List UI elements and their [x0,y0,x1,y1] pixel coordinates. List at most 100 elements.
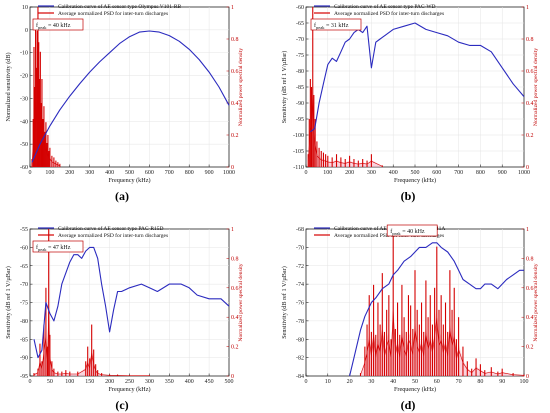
peak-label-main: f [314,22,316,29]
x-axis-label: Frequency (kHz) [108,386,150,393]
y-tick-label: -65 [296,21,304,27]
y2-tick-label: 0.6 [526,69,534,75]
y-tick-label: -110 [293,165,304,171]
x-tick-label: 400 [105,170,114,176]
peak-label: fpeak = 47 kHz [36,244,71,252]
legend-entry: Average normalized PSD for inter-turn di… [58,10,168,17]
y-tick-label: -55 [20,227,28,233]
legend-entry: Average normalized PSD for inter-turn di… [58,232,168,239]
x-tick-label: 600 [145,170,154,176]
x-tick-label: 500 [411,170,420,176]
y-tick-label: -90 [20,356,28,362]
y-tick-label: -85 [296,85,304,91]
y-tick-label: -70 [20,282,28,288]
psd-series-line [33,309,150,376]
x-axis-label: Frequency (kHz) [394,386,436,393]
chart-panel-d: 0 10 20 30 40 50 60 70 80 90 100-84-82-80-78-76-74… [281,224,539,412]
x-tick-label: 20 [347,379,353,385]
y-tick-label: -72 [296,264,304,270]
peak-label-box [32,240,84,253]
x-tick-label: 300 [367,170,376,176]
y2-tick-label: 0.6 [526,286,534,292]
y2-tick-label: 0.8 [231,37,239,43]
x-tick-label: 100 [65,379,74,385]
y-tick-label: -60 [20,165,28,171]
x-tick-label: 400 [389,170,398,176]
y2-tick-label: 0.2 [526,133,534,139]
peak-label: fpeak = 40 kHz [36,22,71,30]
y-tick-label: 10 [22,5,28,11]
x-tick-label: 500 [125,170,134,176]
psd-series-line [307,94,383,167]
chart-panel-b: 0 100 200 300 400 500 600 700 800 900 1000 -110 -105… [281,3,539,203]
x-tick-label: 500 [225,379,234,385]
y2-axis-label: Normalized power spectral density [533,48,539,126]
x-tick-label: 350 [165,379,174,385]
psd-series-line [360,311,525,376]
y2-axis-label: Normalized power spectral density [238,263,244,341]
y2-tick-label: 0.6 [231,69,239,75]
x-tick-label: 0 [29,379,32,385]
peak-label-main: f [36,22,38,29]
y-tick-label: -60 [296,5,304,11]
y-tick-label: -20 [20,74,28,80]
peak-label-rest: = 40 kHz [401,229,425,235]
x-tick-label: 700 [165,170,174,176]
x-tick-label: 40 [390,379,396,385]
y2-tick-label: 0.4 [526,315,534,321]
y-tick-label: -90 [296,101,304,107]
x-tick-label: 250 [125,379,134,385]
legend-entry: Average normalized PSD for inter-turn di… [334,10,444,17]
x-tick-label: 150 [85,379,94,385]
y-axis-label: Sensitivity (dB ref 1 V/µBar) [5,266,12,339]
y2-tick-label: 0 [526,165,529,171]
x-tick-label: 100 [323,170,332,176]
x-tick-label: 1000 [518,170,530,176]
y-tick-label: -70 [296,245,304,251]
calibration-series-line [31,30,230,163]
y-tick-label: -80 [20,319,28,325]
y-tick-label: -95 [20,374,28,380]
y-tick-label: -80 [296,69,304,75]
x-axis-label: Frequency (kHz) [108,177,150,184]
y-tick-label: -30 [20,96,28,102]
y-axis-label: Normalized sensitivity (dB) [5,52,12,121]
x-tick-label: 900 [498,170,507,176]
legend-entry: Calibration curve of AE sensor type PAC-… [334,3,436,10]
y2-tick-label: 0.4 [526,101,534,107]
y-tick-label: -105 [293,149,304,155]
peak-label-box [32,18,84,31]
y-tick-label: -10 [20,51,28,57]
x-tick-label: 800 [476,170,485,176]
x-tick-label: 10 [325,379,331,385]
y2-tick-label: 0.2 [526,345,534,351]
y-tick-label: -82 [296,356,304,362]
peak-label-rest: = 47 kHz [47,245,71,251]
chart-panel-a: 0 100 200 300 400 500 600 700 800 900 1000-60-50-4… [5,3,244,203]
y2-tick-label: 1 [526,5,529,11]
legend-entry: Calibration curve of AE sensor type Olym… [58,3,182,10]
peak-label-rest: = 40 kHz [47,23,71,29]
y-tick-label: -40 [20,119,28,125]
calibration-series-line [33,246,230,359]
y-axis-label: Sensitivity (dB ref 1 V/µBar) [281,266,288,339]
y-tick-label: -76 [296,301,304,307]
y2-tick-label: 0.8 [526,37,534,43]
x-axis-label: Frequency (kHz) [394,177,436,184]
y2-tick-label: 0.6 [231,286,239,292]
panel-label: (d) [401,398,416,412]
x-tick-label: 400 [185,379,194,385]
x-tick-label: 450 [205,379,214,385]
y-tick-label: -60 [20,245,28,251]
peak-label-main: f [36,244,38,251]
x-tick-label: 100 [45,170,54,176]
x-tick-label: 200 [345,170,354,176]
y2-tick-label: 0 [231,165,234,171]
y2-axis-label: Normalized power spectral density [238,48,244,126]
x-tick-label: 30 [368,379,374,385]
peak-label-sub: peak [316,25,325,30]
peak-label-box [386,224,438,237]
x-tick-label: 300 [85,170,94,176]
x-tick-label: 300 [145,379,154,385]
x-tick-label: 0 [305,379,308,385]
